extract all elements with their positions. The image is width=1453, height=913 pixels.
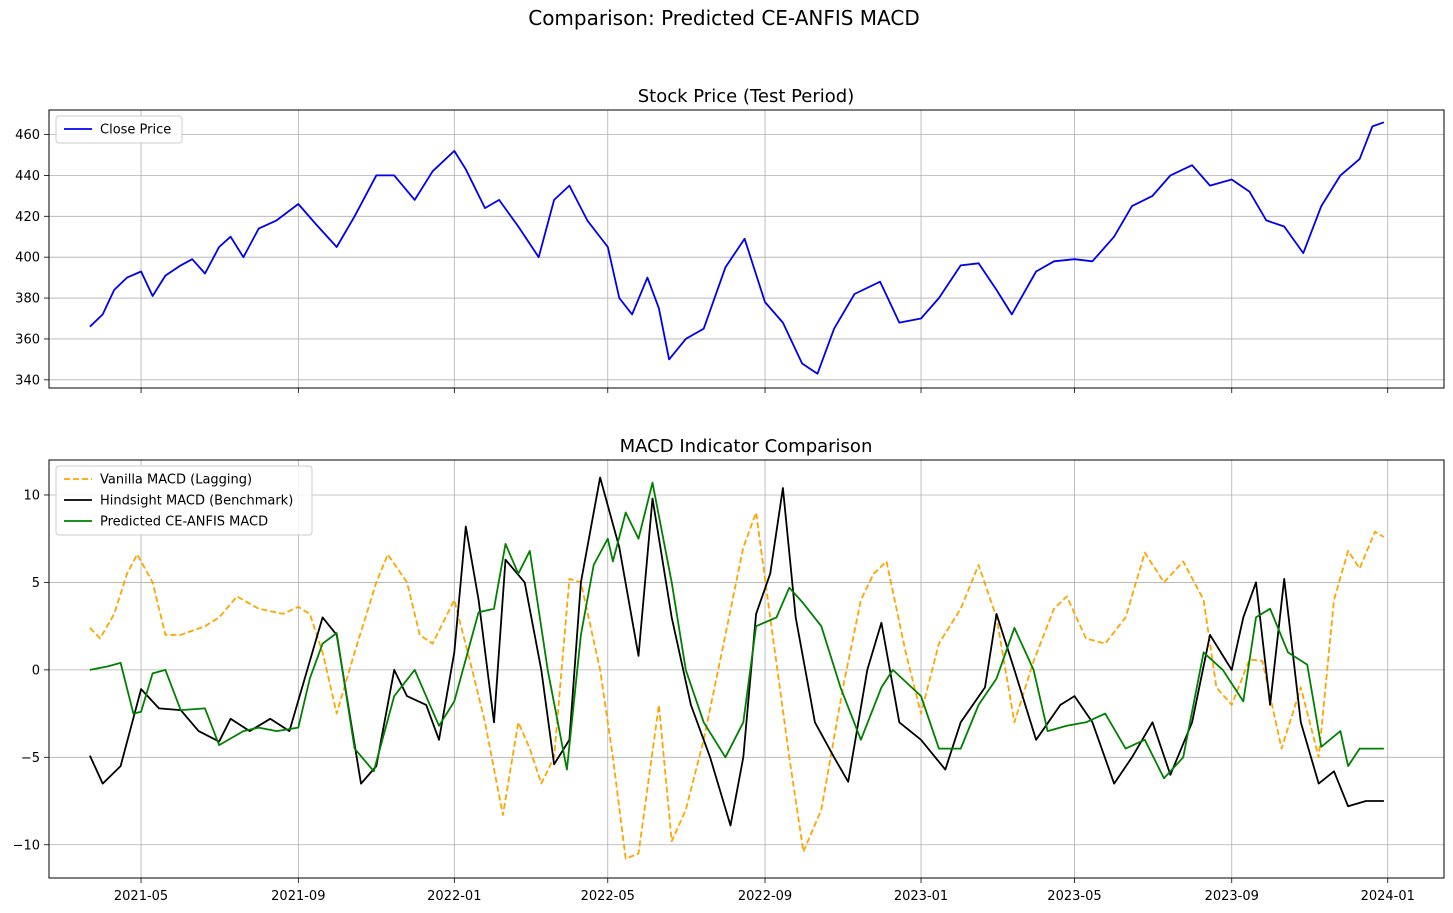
price-legend: [55, 115, 183, 144]
macd-x-tick-label: 2021-05: [114, 889, 168, 904]
price-y-tick-label: 440: [15, 169, 40, 184]
macd-y-tick-label: 10: [23, 488, 40, 503]
macd-y-tick-label: −10: [13, 838, 40, 853]
price-y-tick-label: 360: [15, 332, 40, 347]
macd-legend-label: Predicted CE-ANFIS MACD: [100, 515, 268, 530]
macd-legend-label: Hindsight MACD (Benchmark): [100, 494, 293, 509]
macd-legend: [55, 465, 313, 536]
macd-series-line-0: [89, 511, 1385, 860]
macd-x-tick-label: 2022-09: [738, 889, 792, 904]
macd-x-tick-label: 2023-01: [894, 889, 948, 904]
macd-x-tick-label: 2022-01: [427, 889, 481, 904]
macd-axes-frame: [48, 459, 1445, 879]
price-axes-frame: [48, 109, 1445, 389]
figure-suptitle: Comparison: Predicted CE-ANFIS MACD: [528, 6, 920, 30]
macd-chart-title: MACD Indicator Comparison: [620, 436, 873, 457]
macd-y-tick-label: −5: [21, 751, 40, 766]
macd-chart: MACD Indicator Comparison 2021-05 2021-09…: [13, 436, 1445, 904]
price-y-tick-label: 420: [15, 210, 40, 225]
price-y-tick-label: 380: [15, 292, 40, 307]
macd-series-line-2: [89, 481, 1384, 780]
macd-x-tick-label: 2023-09: [1205, 889, 1259, 904]
price-y-tick-label: 340: [15, 373, 40, 388]
price-y-tick-label: 460: [15, 128, 40, 143]
price-y-tick-label: 400: [15, 251, 40, 266]
price-series-line-0: [89, 121, 1385, 375]
macd-x-tick-label: 2022-05: [581, 889, 635, 904]
price-legend-label: Close Price: [100, 123, 171, 138]
macd-series-line-1: [89, 476, 1384, 827]
macd-x-tick-label: 2023-05: [1047, 889, 1101, 904]
macd-y-tick-label: 0: [32, 663, 40, 678]
price-chart-title: Stock Price (Test Period): [638, 86, 855, 107]
macd-x-tick-label: 2024-01: [1361, 889, 1415, 904]
macd-y-tick-label: 5: [32, 576, 40, 591]
price-chart: Stock Price (Test Period) 340 360 380 400 42…: [15, 86, 1445, 393]
macd-legend-label: Vanilla MACD (Lagging): [100, 473, 252, 488]
macd-x-tick-label: 2021-09: [271, 889, 325, 904]
